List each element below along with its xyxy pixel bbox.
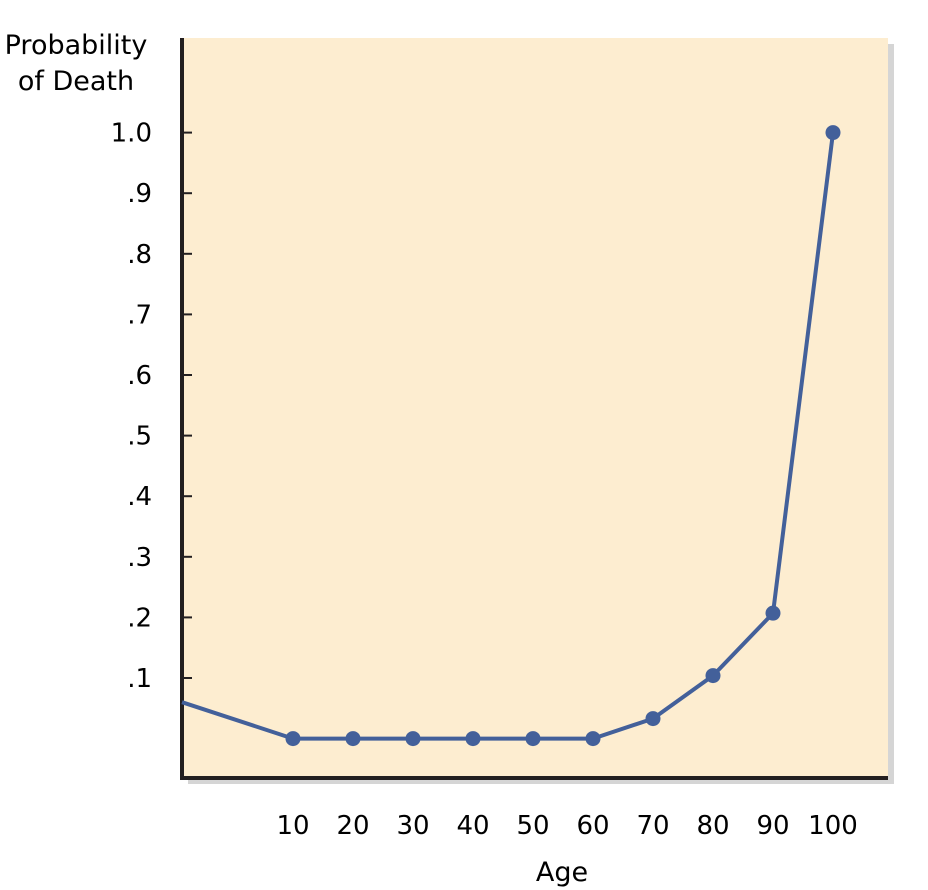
y-axis-label-line-1: Probability xyxy=(5,30,148,61)
y-tick-label: .2 xyxy=(127,603,152,633)
x-tick-label: 50 xyxy=(516,811,549,841)
y-tick-label: .3 xyxy=(127,543,152,573)
x-tick-label: 20 xyxy=(336,811,369,841)
y-tick-label: .1 xyxy=(127,664,152,694)
x-axis-label: Age xyxy=(536,857,588,888)
x-tick-label: 100 xyxy=(808,811,858,841)
plot-area xyxy=(182,38,894,784)
x-tick-label: 70 xyxy=(636,811,669,841)
data-point-marker xyxy=(705,668,721,684)
data-series xyxy=(181,125,841,747)
labels: Probability of Death Age .1 .2 .3 .4 .5 .6 .7.… xyxy=(5,30,858,888)
data-point-marker xyxy=(285,731,301,747)
x-tick-label: 40 xyxy=(456,811,489,841)
x-tick-label: 80 xyxy=(696,811,729,841)
data-point-marker xyxy=(765,605,781,621)
x-tick-label: 90 xyxy=(756,811,789,841)
data-point-marker xyxy=(345,731,361,747)
plot-background xyxy=(182,38,888,778)
y-axis-label-line-2: of Death xyxy=(18,66,134,97)
y-tick-label: 1.0 xyxy=(111,119,152,149)
y-tick-label: .5 xyxy=(127,422,152,452)
x-tick-label: 30 xyxy=(396,811,429,841)
axes xyxy=(180,38,888,780)
data-point-marker xyxy=(465,731,481,747)
y-tick-label: .9 xyxy=(127,179,152,209)
data-point-marker xyxy=(525,731,541,747)
data-point-marker xyxy=(405,731,421,747)
x-tick-label: 10 xyxy=(276,811,309,841)
y-tick-label: .6 xyxy=(127,361,152,391)
y-tick-label: .4 xyxy=(127,482,152,512)
data-point-marker xyxy=(825,125,841,141)
y-tick-label: .7 xyxy=(127,300,152,330)
data-point-marker xyxy=(585,731,601,747)
data-point-marker xyxy=(645,711,661,727)
x-tick-label: 60 xyxy=(576,811,609,841)
y-tick-label: .8 xyxy=(127,240,152,270)
